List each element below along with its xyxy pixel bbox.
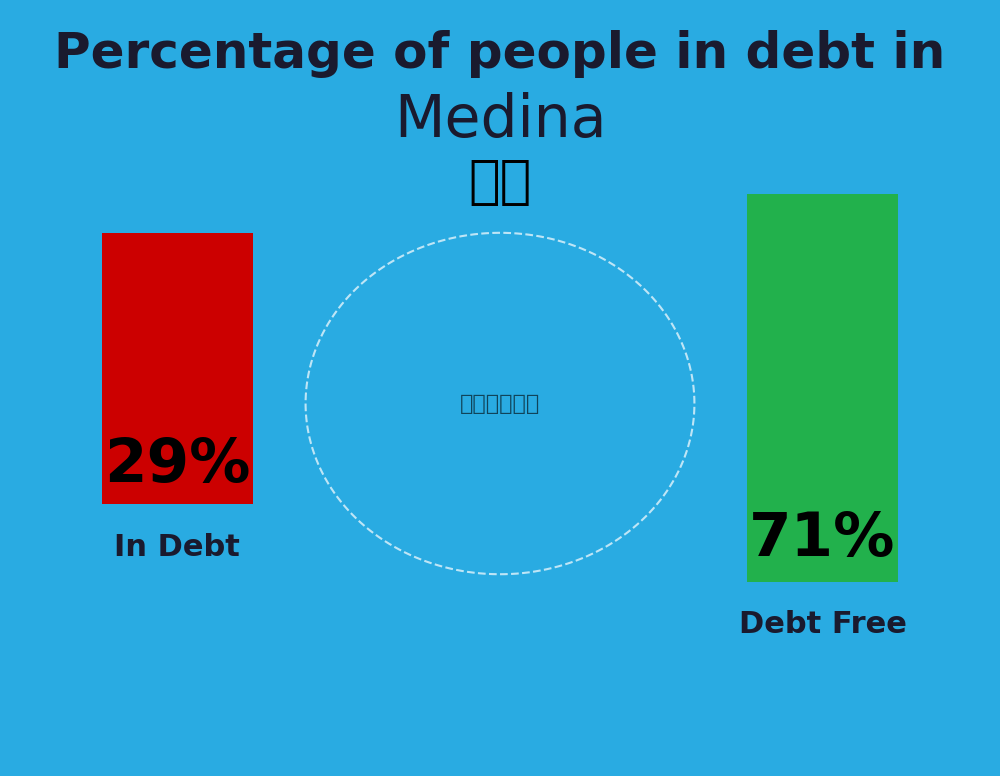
FancyBboxPatch shape xyxy=(102,233,253,504)
Text: 🇸🇦: 🇸🇦 xyxy=(468,156,532,209)
Text: Medina: Medina xyxy=(394,92,606,149)
Circle shape xyxy=(297,225,703,582)
Text: 🏦💰🏠🎓🚗💳: 🏦💰🏠🎓🚗💳 xyxy=(460,393,540,414)
Text: Debt Free: Debt Free xyxy=(739,610,907,639)
Text: 71%: 71% xyxy=(749,510,896,569)
Text: In Debt: In Debt xyxy=(114,532,240,562)
Text: Percentage of people in debt in: Percentage of people in debt in xyxy=(54,30,946,78)
Text: 29%: 29% xyxy=(104,436,251,495)
FancyBboxPatch shape xyxy=(747,194,898,582)
